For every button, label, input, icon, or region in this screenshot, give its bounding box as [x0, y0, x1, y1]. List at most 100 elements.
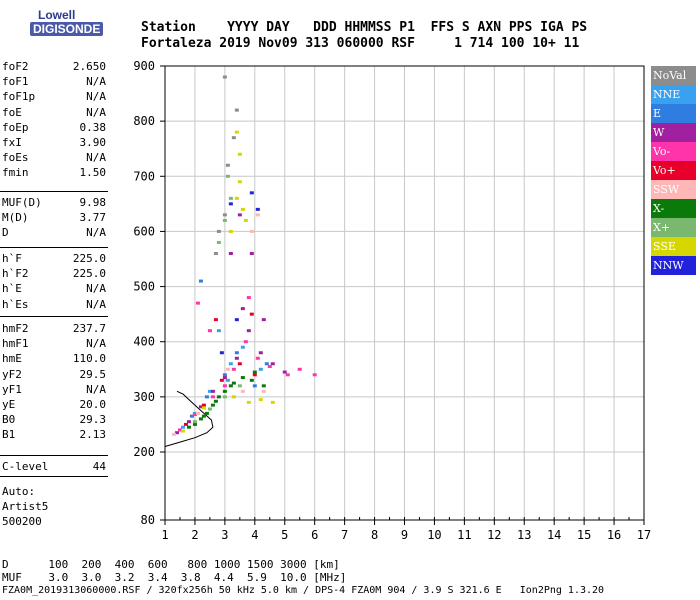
param-name: C-level — [2, 460, 49, 473]
y-tick-label: 400 — [133, 335, 155, 349]
data-point — [225, 378, 230, 382]
data-point — [255, 207, 260, 211]
param-name: B0 — [2, 413, 16, 427]
data-point — [228, 196, 233, 200]
data-point — [258, 398, 263, 402]
param-name: h`F — [2, 252, 22, 265]
data-point — [207, 329, 212, 333]
param-row: foEp 0.38 — [2, 121, 106, 136]
data-point — [189, 414, 194, 418]
data-point — [261, 389, 266, 393]
y-tick-label: 900 — [133, 59, 155, 73]
x-tick-label: 16 — [607, 528, 621, 542]
data-point — [255, 213, 260, 217]
x-tick-label: 15 — [577, 528, 591, 542]
data-point — [186, 425, 191, 429]
data-point — [204, 395, 209, 399]
data-point — [258, 351, 263, 355]
data-point — [237, 180, 242, 184]
param-name: foF1p — [2, 90, 36, 104]
data-point — [240, 345, 245, 349]
data-point — [216, 240, 221, 244]
data-point — [231, 395, 236, 399]
data-point — [195, 411, 200, 415]
data-point — [228, 202, 233, 206]
data-point — [198, 279, 203, 283]
param-value: 2.650 — [72, 60, 106, 73]
param-name: yF1 — [2, 382, 22, 396]
data-point — [249, 191, 254, 195]
param-name: fxI — [2, 136, 22, 149]
param-name: B1 — [2, 428, 16, 442]
x-tick-label: 9 — [401, 528, 408, 542]
y-tick-label: 80 — [141, 513, 155, 527]
data-point — [201, 406, 206, 410]
param-name: fmin — [2, 166, 29, 180]
footer-file-info: FZA0M_2019313060000.RSF / 320fx256h 50 k… — [2, 585, 605, 596]
data-point — [201, 414, 206, 418]
param-value: 20.0 — [79, 398, 107, 411]
data-point — [270, 400, 275, 404]
data-point — [177, 428, 182, 432]
x-tick-label: 12 — [487, 528, 501, 542]
data-point — [297, 367, 302, 371]
param-row: h`Es N/A — [2, 298, 106, 313]
param-name: hmF2 — [2, 322, 29, 335]
data-point — [261, 384, 266, 388]
param-name: foEp — [2, 120, 29, 134]
y-tick-label: 800 — [133, 114, 155, 128]
x-tick-label: 7 — [341, 528, 348, 542]
profile-curve — [164, 390, 214, 447]
data-point — [201, 403, 206, 407]
param-row: foEs N/A — [2, 151, 106, 166]
param-name: h`F2 — [2, 267, 29, 281]
data-point — [261, 318, 266, 322]
param-value: 9.98 — [79, 196, 107, 209]
data-point — [228, 362, 233, 366]
x-tick-label: 3 — [221, 528, 228, 542]
panel-divider — [0, 316, 108, 317]
data-point — [285, 373, 290, 377]
data-point — [192, 420, 197, 424]
param-name: h`Es — [2, 297, 29, 311]
data-point — [174, 431, 179, 435]
param-value: N/A — [86, 75, 106, 89]
param-row: B0 29.3 — [2, 413, 106, 428]
data-point — [231, 136, 236, 140]
param-value: 2.13 — [79, 428, 107, 442]
param-row: MUF(D) 9.98 — [2, 196, 106, 211]
data-point — [180, 429, 185, 433]
data-point — [234, 318, 239, 322]
data-point — [249, 378, 254, 382]
data-point — [222, 376, 227, 380]
param-row: fmin 1.50 — [2, 166, 106, 181]
legend-item: W — [651, 123, 696, 142]
param-row: yF1 N/A — [2, 383, 106, 398]
legend-item: X- — [651, 199, 696, 218]
param-value: N/A — [86, 105, 106, 119]
data-point — [222, 389, 227, 393]
param-value: N/A — [86, 90, 106, 104]
x-tick-label: 2 — [191, 528, 198, 542]
param-value: N/A — [86, 382, 106, 396]
data-point — [249, 251, 254, 255]
data-point — [240, 307, 245, 311]
artist-label: Artist5 — [2, 500, 49, 513]
data-point — [234, 196, 239, 200]
param-name: foE — [2, 105, 22, 119]
data-point — [246, 296, 251, 300]
data-point — [237, 384, 242, 388]
x-tick-label: 14 — [547, 528, 561, 542]
data-point — [255, 356, 260, 360]
panel-divider — [0, 191, 108, 192]
data-point — [258, 367, 263, 371]
data-point — [207, 407, 212, 411]
legend-item: NNE — [651, 85, 696, 104]
data-point — [195, 301, 200, 305]
data-point — [252, 373, 257, 377]
param-value: 3.90 — [79, 136, 107, 149]
autoscale-code: 500200 — [2, 515, 42, 528]
data-point — [240, 207, 245, 211]
param-value: N/A — [86, 297, 106, 311]
data-point — [180, 425, 185, 429]
